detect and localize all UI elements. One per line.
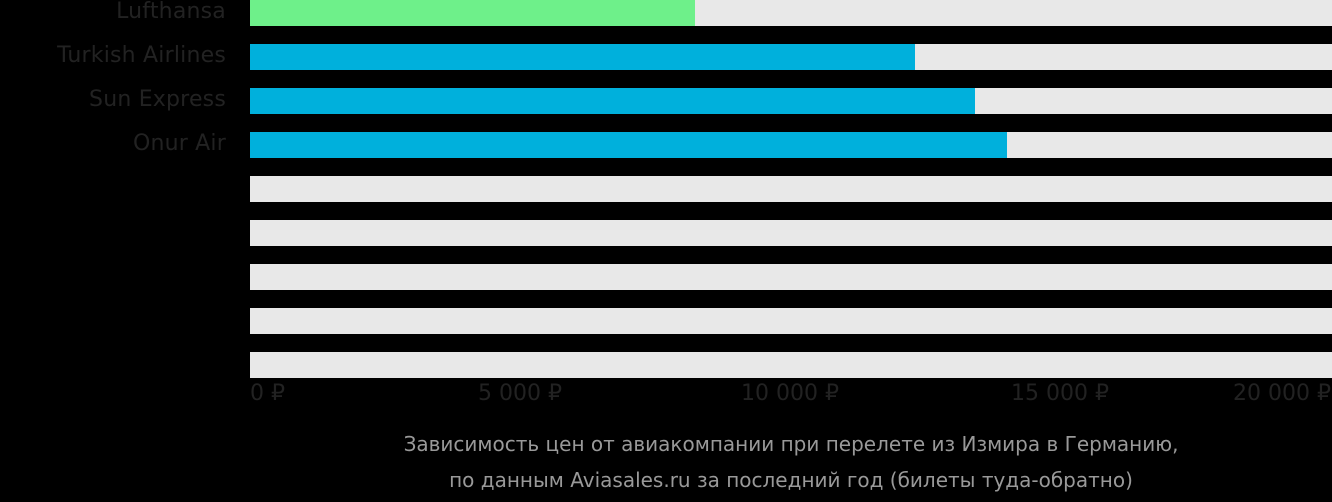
bar-track bbox=[250, 44, 1332, 70]
x-tick-label: 5 000 ₽ bbox=[478, 381, 562, 406]
airline-label: Lufthansa bbox=[116, 0, 226, 24]
bar-track bbox=[250, 88, 1332, 114]
price-bar bbox=[250, 44, 915, 70]
x-tick-label: 10 000 ₽ bbox=[741, 381, 839, 406]
chart-caption-line-2: по данным Aviasales.ru за последний год … bbox=[449, 468, 1133, 492]
chart-row-empty bbox=[0, 220, 1332, 246]
x-tick-label: 15 000 ₽ bbox=[1011, 381, 1109, 406]
bar-track bbox=[250, 308, 1332, 334]
x-tick-label: 0 ₽ bbox=[250, 381, 285, 406]
x-tick-label: 20 000 ₽ bbox=[1233, 381, 1331, 406]
airline-label: Sun Express bbox=[89, 87, 226, 112]
price-bar bbox=[250, 0, 695, 26]
chart-row-sun-express: Sun Express bbox=[0, 87, 1332, 114]
airline-label: Onur Air bbox=[132, 131, 226, 156]
chart-caption-line-1: Зависимость цен от авиакомпании при пере… bbox=[403, 432, 1179, 456]
chart-row-empty bbox=[0, 352, 1332, 378]
bar-track bbox=[250, 220, 1332, 246]
bar-track bbox=[250, 176, 1332, 202]
bar-track bbox=[250, 352, 1332, 378]
chart-row-empty bbox=[0, 176, 1332, 202]
price-bar bbox=[250, 132, 1007, 158]
chart-row-turkish-airlines: Turkish Airlines bbox=[0, 43, 1332, 70]
bar-track bbox=[250, 264, 1332, 290]
chart-row-empty bbox=[0, 308, 1332, 334]
airline-label: Turkish Airlines bbox=[57, 43, 226, 68]
bar-track bbox=[250, 0, 1332, 26]
chart-row-onur-air: Onur Air bbox=[0, 131, 1332, 158]
price-bar bbox=[250, 88, 975, 114]
chart-row-lufthansa: Lufthansa bbox=[0, 0, 1332, 26]
chart-row-empty bbox=[0, 264, 1332, 290]
bar-track bbox=[250, 132, 1332, 158]
